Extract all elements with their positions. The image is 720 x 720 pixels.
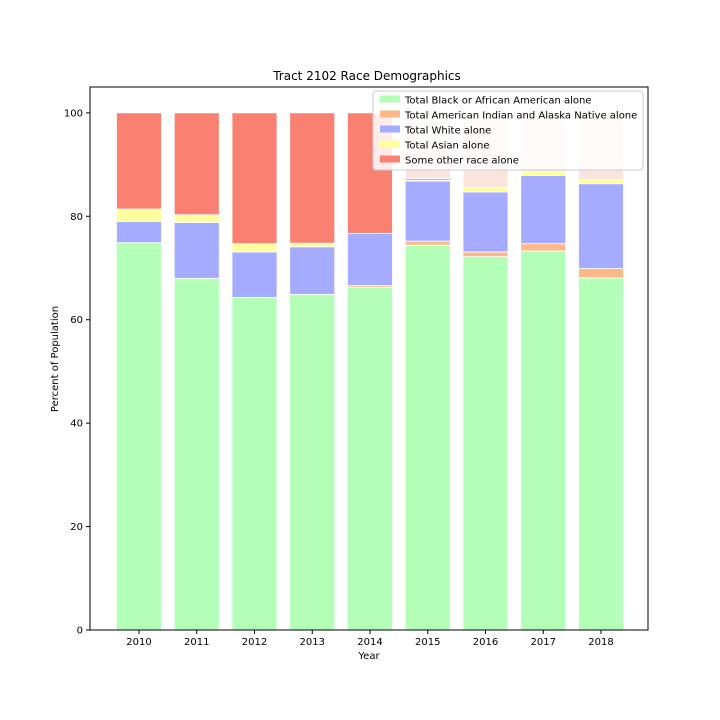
legend-label: Some other race alone	[405, 156, 519, 167]
legend-label: Total American Indian and Alaska Native …	[404, 111, 637, 122]
bar-segment-2011-4	[173, 112, 220, 216]
y-tick-label: 0	[77, 626, 83, 637]
legend-swatch	[380, 155, 400, 163]
y-tick-label: 100	[64, 108, 83, 119]
bar-segment-2013-4	[289, 112, 336, 244]
x-axis-label: Year	[357, 651, 380, 662]
bar-segment-2011-0	[173, 277, 220, 631]
bar-segment-2013-3	[289, 242, 336, 248]
x-tick-label: 2018	[588, 637, 613, 648]
legend-swatch	[380, 125, 400, 133]
bar-segment-2017-1	[520, 243, 567, 252]
bar-segment-2012-0	[231, 297, 278, 631]
bar-segment-2012-4	[231, 112, 278, 245]
bar-segment-2012-2	[231, 251, 278, 298]
x-tick-label: 2012	[242, 637, 267, 648]
y-tick-label: 60	[70, 315, 83, 326]
legend-label: Total Asian alone	[404, 141, 490, 152]
legend-label: Total Black or African American alone	[404, 96, 592, 107]
x-tick-label: 2017	[531, 637, 556, 648]
bar-segment-2010-3	[116, 208, 162, 222]
bar-segment-2015-1	[404, 240, 451, 246]
legend-swatch	[380, 140, 400, 148]
x-tick-label: 2014	[357, 637, 382, 648]
chart-title: Tract 2102 Race Demographics	[272, 69, 461, 83]
bar-segment-2010-4	[116, 112, 162, 210]
bar-segment-2016-1	[462, 251, 509, 258]
x-axis: 2010 2011 2012 2013 2014 2015 2016 2017 2018	[126, 630, 614, 648]
bars-group	[116, 112, 624, 631]
y-axis: 0 20 40 60 80 100	[64, 108, 90, 637]
y-tick-label: 40	[70, 419, 83, 430]
bar-segment-2011-2	[173, 222, 220, 279]
legend-swatch	[380, 110, 400, 118]
bar-segment-2010-0	[116, 242, 162, 631]
bar-segment-2016-2	[462, 191, 509, 253]
legend-box	[372, 90, 644, 171]
legend: Total Black or African American alone Tot…	[372, 90, 644, 171]
bar-segment-2018-0	[578, 277, 624, 631]
bar-segment-2018-1	[578, 268, 624, 279]
bar-segment-2016-0	[462, 256, 509, 631]
bar-segment-2015-0	[404, 244, 451, 631]
bar-segment-2013-0	[289, 293, 336, 631]
x-tick-label: 2013	[300, 637, 325, 648]
bar-segment-2012-3	[231, 243, 278, 253]
bar-segment-2018-2	[578, 183, 624, 269]
bar-segment-2010-2	[116, 221, 162, 244]
bar-segment-2017-0	[520, 250, 567, 631]
legend-swatch	[380, 95, 400, 103]
x-tick-label: 2016	[473, 637, 498, 648]
bar-segment-2014-0	[347, 286, 393, 631]
bar-segment-2014-2	[347, 232, 393, 286]
bar-segment-2017-3	[520, 170, 567, 176]
bar-segment-2015-2	[404, 180, 451, 242]
bar-segment-2018-3	[578, 179, 624, 185]
y-axis-label: Percent of Population	[50, 306, 61, 412]
x-tick-label: 2015	[415, 637, 440, 648]
plot-frame	[89, 86, 649, 631]
bar-segment-2013-2	[289, 246, 336, 295]
x-tick-label: 2011	[184, 637, 209, 648]
y-tick-label: 20	[70, 522, 83, 533]
bar-segment-2016-3	[462, 186, 509, 193]
bar-segment-2011-3	[173, 214, 220, 223]
bar-segment-2017-2	[520, 175, 567, 245]
y-tick-label: 80	[70, 212, 83, 223]
x-tick-label: 2010	[126, 637, 151, 648]
legend-label: Total White alone	[404, 126, 491, 137]
